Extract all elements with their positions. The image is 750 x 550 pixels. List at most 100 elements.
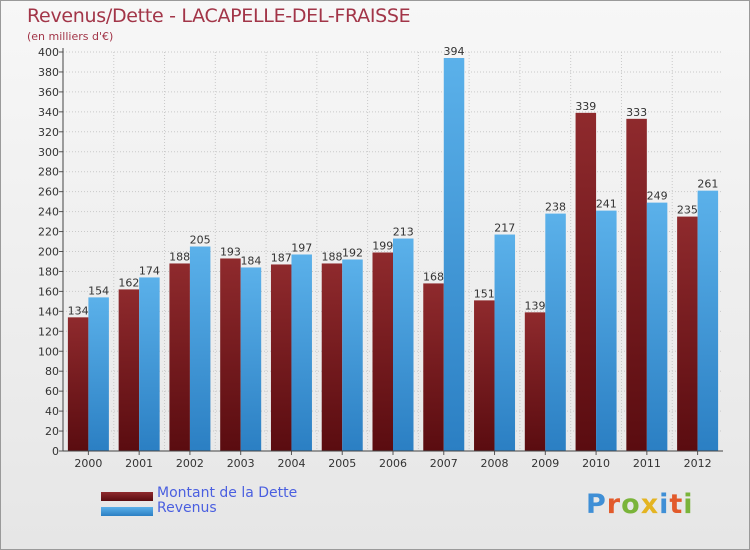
y-tick-label: 0 (52, 445, 59, 458)
bar-revenus (291, 254, 312, 451)
chart-title: Revenus/Dette - LACAPELLE-DEL-FRAISSE (27, 5, 411, 27)
bar-dette (677, 216, 698, 451)
logo-letter: P (586, 489, 607, 520)
bar-revenus (697, 190, 719, 451)
logo-letter: r (606, 489, 622, 520)
bars (67, 57, 719, 452)
logo-letter: i (683, 489, 694, 520)
bar-revenus (189, 246, 211, 451)
data-label: 199 (372, 239, 393, 252)
logo-letter: i (659, 489, 670, 520)
bar-revenus (596, 210, 617, 451)
legend-swatch-revenus (101, 507, 153, 516)
bar-revenus (494, 234, 516, 451)
bar-revenus (545, 213, 566, 451)
x-tick-label: 2004 (277, 457, 305, 470)
data-label: 151 (474, 287, 495, 300)
logo-letter: o (621, 489, 641, 520)
y-tick-label: 160 (38, 285, 59, 298)
proxiti-logo: Proxiti (586, 489, 694, 520)
y-tick-label: 80 (45, 365, 59, 378)
bar-dette (169, 263, 190, 451)
x-tick-label: 2009 (531, 457, 559, 470)
y-tick-label: 340 (38, 106, 59, 119)
bar-dette (474, 300, 495, 451)
bar-dette (575, 112, 597, 451)
logo-letter: t (669, 489, 684, 520)
x-tick-label: 2003 (227, 457, 255, 470)
data-label: 197 (291, 241, 312, 254)
data-label: 193 (220, 245, 241, 258)
y-tick-label: 200 (38, 246, 59, 259)
legend-swatch-dette (101, 492, 153, 501)
data-label: 333 (626, 106, 647, 119)
x-tick-label: 2010 (582, 457, 610, 470)
y-tick-label: 380 (38, 66, 59, 79)
y-tick-label: 100 (38, 345, 59, 358)
bar-revenus (393, 238, 414, 451)
data-label: 235 (677, 204, 698, 217)
y-tick-label: 280 (38, 166, 59, 179)
data-label: 187 (271, 251, 292, 264)
y-tick-label: 40 (45, 405, 59, 418)
x-tick-label: 2012 (684, 457, 712, 470)
data-label: 339 (575, 100, 596, 113)
bar-dette (372, 252, 393, 451)
bar-revenus (139, 277, 160, 451)
y-tick-label: 180 (38, 265, 59, 278)
bar-dette (321, 263, 343, 451)
bar-dette (270, 264, 292, 451)
y-tick-label: 60 (45, 385, 59, 398)
data-label: 213 (393, 226, 414, 239)
y-tick-label: 400 (38, 46, 59, 59)
y-tick-label: 360 (38, 86, 59, 99)
data-label: 241 (596, 198, 617, 211)
bar-dette (524, 312, 546, 451)
data-label: 134 (68, 304, 89, 317)
y-tick-label: 300 (38, 146, 59, 159)
data-label: 261 (697, 178, 718, 191)
bar-revenus (443, 57, 465, 452)
data-label: 238 (545, 201, 566, 214)
y-tick-label: 220 (38, 226, 59, 239)
data-label: 139 (525, 299, 546, 312)
x-tick-label: 2005 (328, 457, 356, 470)
data-label: 217 (494, 222, 515, 235)
x-tick-label: 2006 (379, 457, 407, 470)
bar-revenus (240, 267, 262, 451)
bar-revenus (646, 202, 668, 451)
x-tick-label: 2008 (481, 457, 509, 470)
y-tick-label: 140 (38, 305, 59, 318)
y-tick-label: 240 (38, 206, 59, 219)
bar-revenus (342, 259, 363, 451)
data-label: 154 (88, 284, 109, 297)
x-tick-label: 2011 (633, 457, 661, 470)
data-label: 188 (169, 250, 190, 263)
y-tick-label: 20 (45, 425, 59, 438)
data-label: 249 (647, 190, 668, 203)
data-label: 188 (321, 250, 342, 263)
legend-label-revenus: Revenus (157, 500, 217, 516)
bar-dette (67, 317, 89, 451)
x-tick-label: 2000 (74, 457, 102, 470)
data-label: 205 (190, 234, 211, 247)
legend-label-dette: Montant de la Dette (157, 485, 298, 501)
data-label: 168 (423, 270, 444, 283)
bar-dette (423, 283, 444, 451)
data-label: 174 (139, 264, 160, 277)
axes: 0 20 40 60 80 100 120 140 160 180 200 220 240 260 280 3… (38, 46, 723, 470)
x-tick-label: 2002 (176, 457, 204, 470)
bar-dette (118, 289, 140, 451)
data-label: 394 (444, 45, 465, 58)
y-tick-label: 120 (38, 325, 59, 338)
y-tick-label: 260 (38, 186, 59, 199)
bar-revenus (88, 297, 109, 451)
bar-dette (220, 258, 241, 451)
data-label: 192 (342, 246, 363, 259)
bar-dette (626, 118, 647, 452)
logo-letter: x (640, 489, 660, 520)
data-label: 184 (240, 254, 261, 267)
